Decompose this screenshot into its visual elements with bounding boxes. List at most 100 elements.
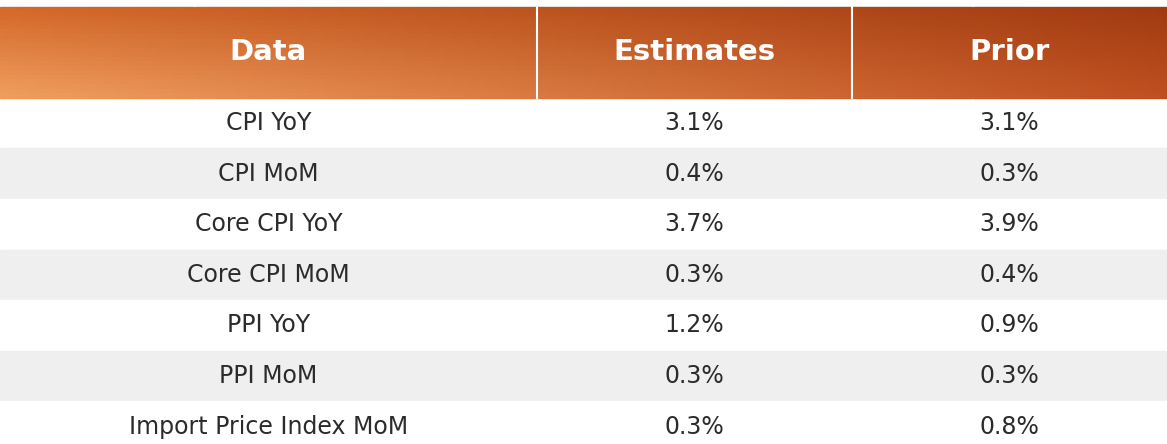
- Bar: [128, 75, 132, 79]
- Bar: [50, 89, 55, 93]
- Bar: [627, 7, 630, 11]
- Bar: [152, 7, 155, 11]
- Bar: [179, 25, 183, 29]
- Bar: [1109, 93, 1112, 98]
- Bar: [1152, 11, 1155, 16]
- Bar: [487, 48, 490, 52]
- Bar: [802, 43, 805, 48]
- Bar: [494, 11, 498, 16]
- Bar: [540, 93, 545, 98]
- Bar: [762, 75, 767, 79]
- Bar: [918, 52, 922, 57]
- Bar: [97, 79, 102, 84]
- Bar: [505, 48, 510, 52]
- Bar: [540, 16, 545, 20]
- Bar: [420, 89, 424, 93]
- Bar: [797, 66, 802, 71]
- Bar: [470, 7, 475, 11]
- Bar: [755, 61, 759, 66]
- Bar: [949, 20, 953, 25]
- Bar: [1070, 71, 1074, 75]
- Bar: [860, 11, 864, 16]
- Bar: [389, 79, 393, 84]
- Bar: [1120, 25, 1124, 29]
- Bar: [750, 66, 755, 71]
- Bar: [564, 75, 568, 79]
- Bar: [1120, 16, 1124, 20]
- Bar: [680, 7, 685, 11]
- Bar: [654, 25, 657, 29]
- Bar: [517, 48, 522, 52]
- Bar: [195, 39, 198, 43]
- Bar: [67, 29, 70, 34]
- Bar: [689, 57, 692, 61]
- Bar: [137, 89, 140, 93]
- Bar: [1163, 89, 1167, 93]
- Bar: [890, 11, 895, 16]
- Bar: [354, 11, 358, 16]
- Bar: [1105, 93, 1109, 98]
- Bar: [1058, 61, 1062, 66]
- Bar: [198, 11, 202, 16]
- Bar: [720, 75, 724, 79]
- Bar: [245, 93, 249, 98]
- Bar: [1112, 7, 1117, 11]
- Bar: [638, 39, 642, 43]
- Bar: [198, 20, 202, 25]
- Bar: [1109, 20, 1112, 25]
- Bar: [277, 11, 280, 16]
- Bar: [645, 25, 650, 29]
- Bar: [770, 34, 774, 39]
- Bar: [622, 48, 627, 52]
- Bar: [167, 39, 172, 43]
- Bar: [202, 84, 207, 89]
- Bar: [214, 11, 218, 16]
- Bar: [382, 61, 385, 66]
- Bar: [417, 29, 420, 34]
- Bar: [1097, 20, 1100, 25]
- Bar: [113, 48, 117, 52]
- Bar: [260, 16, 265, 20]
- Bar: [237, 84, 242, 89]
- Bar: [160, 61, 163, 66]
- Bar: [482, 29, 487, 34]
- Bar: [494, 66, 498, 71]
- Bar: [568, 57, 572, 61]
- Bar: [922, 7, 925, 11]
- Bar: [432, 52, 435, 57]
- Bar: [210, 16, 214, 20]
- Bar: [634, 25, 638, 29]
- Bar: [662, 43, 665, 48]
- Bar: [545, 84, 548, 89]
- Bar: [447, 71, 452, 75]
- Bar: [140, 89, 144, 93]
- Bar: [463, 11, 467, 16]
- Bar: [533, 75, 537, 79]
- Bar: [452, 11, 455, 16]
- Bar: [463, 57, 467, 61]
- Bar: [712, 39, 715, 43]
- Bar: [980, 66, 984, 71]
- Bar: [498, 93, 502, 98]
- Bar: [864, 66, 867, 71]
- Bar: [424, 29, 428, 34]
- Bar: [312, 89, 315, 93]
- Bar: [319, 71, 323, 75]
- Bar: [1082, 48, 1085, 52]
- Bar: [813, 75, 817, 79]
- Bar: [727, 39, 732, 43]
- Bar: [522, 7, 525, 11]
- Bar: [1058, 57, 1062, 61]
- Bar: [284, 16, 288, 20]
- Bar: [498, 16, 502, 20]
- Bar: [980, 71, 984, 75]
- Bar: [443, 75, 447, 79]
- Bar: [179, 48, 183, 52]
- Bar: [292, 48, 295, 52]
- Bar: [1100, 84, 1105, 89]
- Text: Data: Data: [230, 38, 307, 66]
- Bar: [1070, 75, 1074, 79]
- Bar: [630, 57, 634, 61]
- Bar: [315, 34, 319, 39]
- Bar: [930, 7, 934, 11]
